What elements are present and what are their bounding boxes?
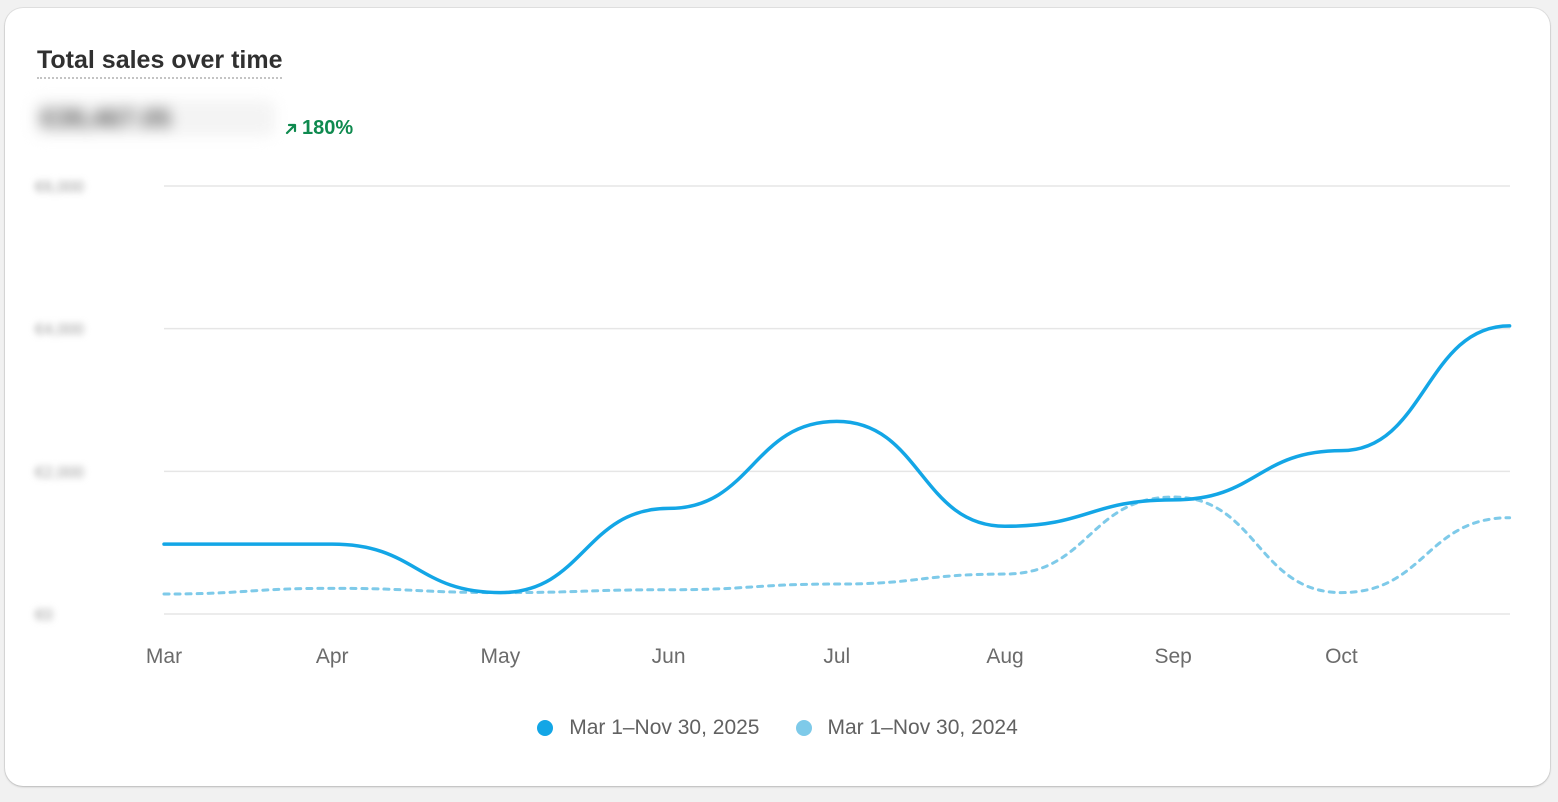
- arrow-up-right-icon: [284, 122, 298, 136]
- y-tick-label: €2,000: [35, 464, 84, 481]
- legend-item-current[interactable]: Mar 1–Nov 30, 2025: [537, 716, 760, 740]
- x-tick-label: Jul: [823, 645, 850, 668]
- chart-legend: Mar 1–Nov 30, 2025 Mar 1–Nov 30, 2024: [5, 716, 1550, 740]
- x-tick-label: Aug: [986, 645, 1023, 668]
- total-sales-value: €39,467.05: [33, 100, 275, 136]
- series-line-2024: [162, 495, 1512, 596]
- y-tick-label: €0: [35, 607, 53, 624]
- legend-label-current: Mar 1–Nov 30, 2025: [569, 716, 760, 739]
- chart-title[interactable]: Total sales over time: [37, 45, 283, 79]
- y-tick-label: €6,000: [35, 179, 84, 196]
- series-line-2025: [162, 324, 1512, 595]
- growth-badge: 180%: [284, 117, 353, 140]
- x-tick-label: Oct: [1325, 645, 1358, 668]
- legend-dot-current: [537, 720, 554, 736]
- x-tick-label: Apr: [316, 645, 349, 668]
- legend-label-previous: Mar 1–Nov 30, 2024: [827, 716, 1018, 739]
- growth-percentage: 180%: [302, 117, 354, 139]
- legend-item-previous[interactable]: Mar 1–Nov 30, 2024: [795, 716, 1018, 740]
- sales-card: Total sales over time €39,467.05 180% €0…: [5, 8, 1550, 786]
- y-tick-label: €4,000: [35, 322, 84, 339]
- x-tick-label: Mar: [146, 645, 182, 668]
- x-tick-label: May: [481, 645, 521, 668]
- x-tick-label: Sep: [1155, 645, 1192, 668]
- legend-dot-previous: [795, 720, 812, 736]
- sales-line-chart[interactable]: €0 €2,000 €4,000 €6,000 Mar Apr May Jun Jul Aug Se…: [5, 8, 1550, 708]
- x-tick-label: Jun: [652, 645, 686, 668]
